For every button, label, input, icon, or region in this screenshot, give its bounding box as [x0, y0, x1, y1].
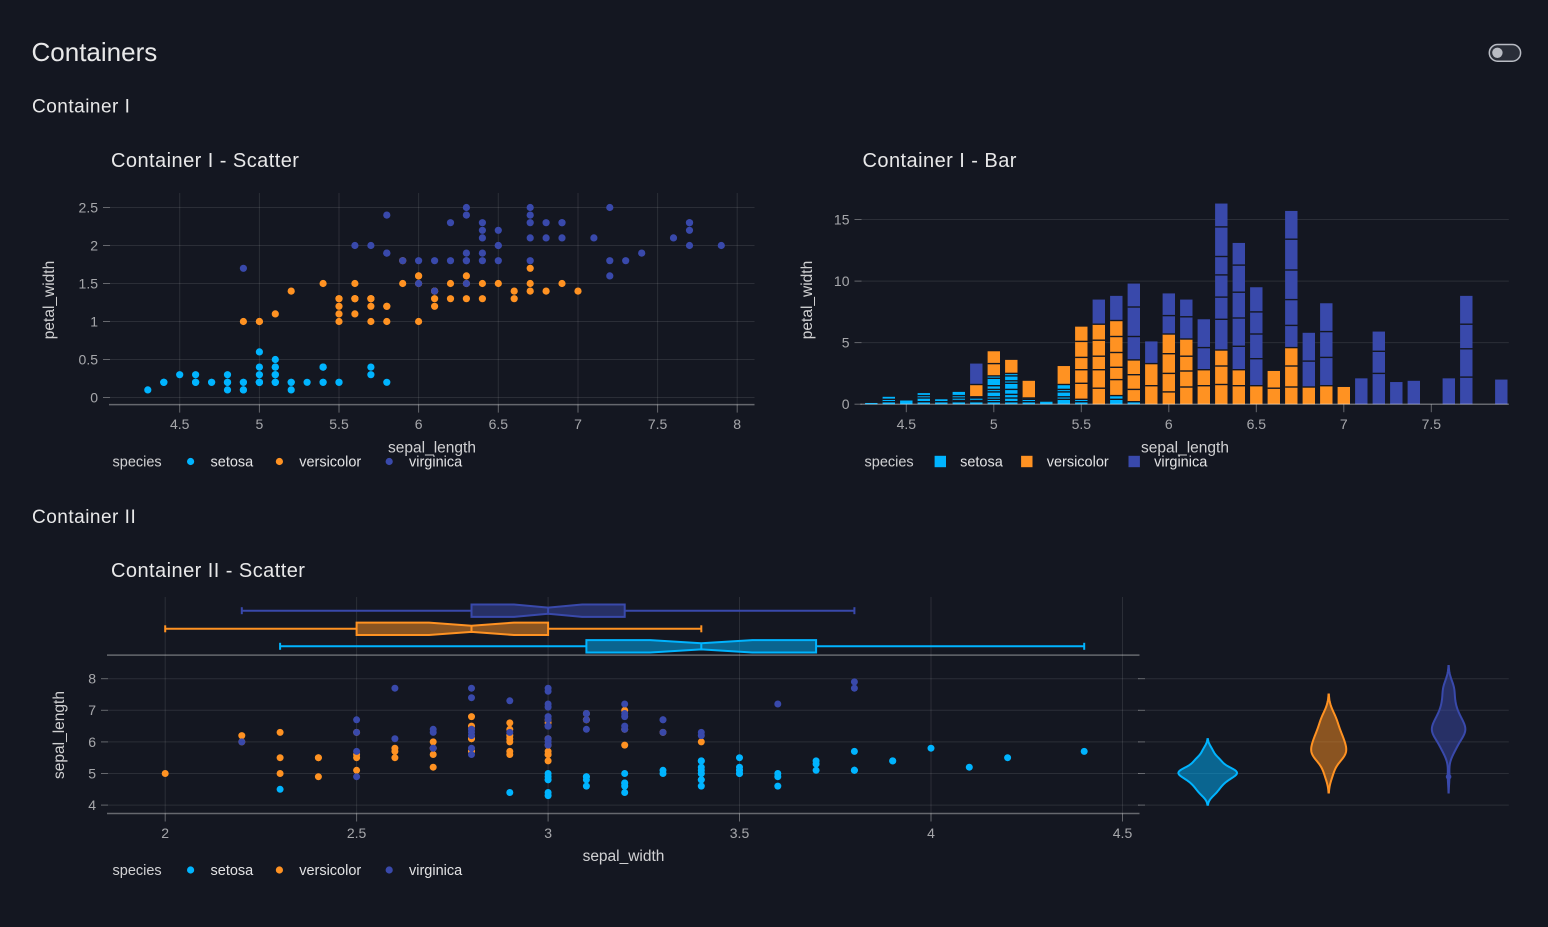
svg-text:3.5: 3.5 [730, 825, 750, 841]
svg-text:7: 7 [88, 702, 96, 718]
svg-text:0: 0 [90, 389, 98, 405]
svg-text:4.5: 4.5 [170, 416, 190, 432]
svg-text:sepal_width: sepal_width [583, 848, 665, 865]
svg-text:0.5: 0.5 [79, 351, 99, 367]
svg-text:setosa: setosa [960, 455, 1004, 471]
svg-text:4.5: 4.5 [897, 416, 917, 432]
svg-text:sepal_length: sepal_length [1141, 439, 1229, 456]
svg-text:Container I: Container I [32, 97, 130, 118]
svg-text:sepal_length: sepal_length [388, 439, 476, 456]
svg-text:7: 7 [1340, 416, 1348, 432]
svg-text:6: 6 [88, 734, 96, 750]
svg-text:7.5: 7.5 [648, 416, 668, 432]
svg-text:species: species [113, 863, 162, 879]
svg-text:10: 10 [834, 273, 850, 289]
svg-text:sepal_length: sepal_length [51, 691, 68, 779]
svg-text:3: 3 [544, 825, 552, 841]
svg-text:species: species [865, 455, 914, 471]
svg-text:1.5: 1.5 [79, 275, 99, 291]
svg-text:versicolor: versicolor [299, 455, 361, 471]
svg-text:petal_width: petal_width [799, 261, 816, 339]
svg-text:1: 1 [90, 313, 98, 329]
svg-text:2: 2 [90, 237, 98, 253]
svg-text:0: 0 [842, 396, 850, 412]
svg-text:5: 5 [256, 416, 264, 432]
svg-text:Container I - Bar: Container I - Bar [863, 150, 1017, 172]
svg-text:7: 7 [574, 416, 582, 432]
svg-text:5: 5 [842, 335, 850, 351]
svg-text:Container II: Container II [32, 507, 136, 528]
svg-text:Container I - Scatter: Container I - Scatter [111, 150, 299, 172]
svg-text:6: 6 [415, 416, 423, 432]
svg-text:4: 4 [927, 825, 935, 841]
svg-text:6.5: 6.5 [1247, 416, 1267, 432]
svg-text:virginica: virginica [409, 455, 463, 471]
svg-text:5.5: 5.5 [329, 416, 349, 432]
svg-text:5: 5 [88, 765, 96, 781]
svg-text:species: species [113, 455, 162, 471]
svg-text:versicolor: versicolor [299, 863, 361, 879]
svg-text:5.5: 5.5 [1072, 416, 1092, 432]
svg-text:8: 8 [88, 671, 96, 687]
svg-text:6.5: 6.5 [489, 416, 509, 432]
svg-text:2.5: 2.5 [79, 199, 99, 215]
svg-text:setosa: setosa [211, 863, 255, 879]
svg-text:virginica: virginica [409, 863, 463, 879]
svg-text:7.5: 7.5 [1422, 416, 1442, 432]
svg-text:virginica: virginica [1154, 455, 1208, 471]
svg-text:5: 5 [990, 416, 998, 432]
svg-text:versicolor: versicolor [1047, 455, 1109, 471]
svg-text:15: 15 [834, 211, 850, 227]
svg-text:petal_width: petal_width [41, 261, 58, 339]
svg-text:setosa: setosa [211, 455, 255, 471]
svg-text:Container II - Scatter: Container II - Scatter [111, 560, 305, 582]
svg-text:4: 4 [88, 797, 96, 813]
svg-text:4.5: 4.5 [1113, 825, 1133, 841]
svg-text:6: 6 [1165, 416, 1173, 432]
svg-text:2: 2 [161, 825, 169, 841]
svg-text:Containers: Containers [32, 37, 158, 67]
svg-text:8: 8 [733, 416, 741, 432]
svg-text:2.5: 2.5 [347, 825, 367, 841]
